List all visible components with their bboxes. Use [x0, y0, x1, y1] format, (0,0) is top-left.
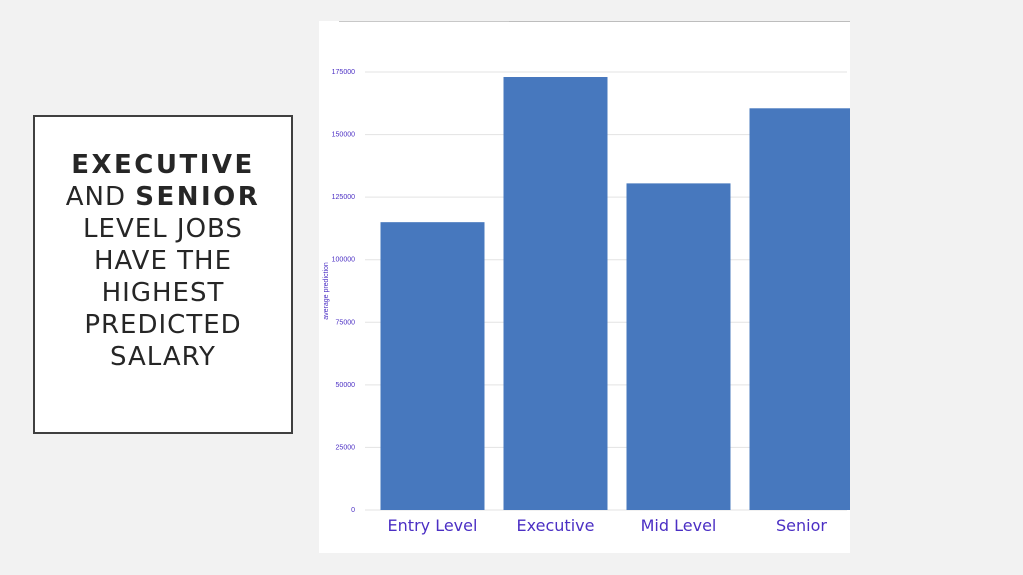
bar [380, 222, 485, 510]
y-tick-label: 100000 [332, 257, 355, 264]
chart-top-border [509, 21, 850, 22]
y-tick-label: 175000 [332, 69, 355, 76]
bar [749, 108, 850, 510]
headline-line: HIGHEST [101, 277, 225, 308]
bar-chart: 0 25000 50000 75000 100000 125000 150000 175000… [323, 69, 850, 535]
headline-line: HAVE THE [93, 245, 232, 276]
y-tick-label: 75000 [336, 319, 356, 326]
x-tick-label: Mid Level [641, 516, 717, 535]
headline-strong-senior: SENIOR [135, 181, 261, 212]
bar [626, 183, 731, 510]
headline-line: LEVEL JOBS [83, 213, 243, 244]
y-tick-label: 50000 [336, 382, 356, 389]
y-tick-label: 25000 [336, 444, 356, 451]
headline-connector: AND [65, 181, 126, 212]
headline-strong-executive: EXECUTIVE [71, 149, 255, 180]
headline-box: EXECUTIVE AND SENIOR LEVEL JOBS HAVE THE… [33, 115, 293, 434]
y-tick-label: 150000 [332, 132, 355, 139]
headline-line: PREDICTED [84, 309, 242, 340]
bar [503, 77, 608, 511]
x-tick-label: Senior [776, 516, 827, 535]
y-tick-label: 125000 [332, 194, 355, 201]
y-tick-label: 0 [351, 507, 355, 514]
chart-panel: 0 25000 50000 75000 100000 125000 150000 175000… [319, 21, 850, 553]
x-tick-label: Executive [517, 516, 595, 535]
x-tick-label: Entry Level [388, 516, 478, 535]
headline-text: EXECUTIVE AND SENIOR LEVEL JOBS HAVE THE… [66, 149, 261, 373]
headline-line: SALARY [110, 341, 216, 372]
y-axis-label: average prediction [323, 262, 330, 320]
chart-top-border [339, 21, 509, 22]
